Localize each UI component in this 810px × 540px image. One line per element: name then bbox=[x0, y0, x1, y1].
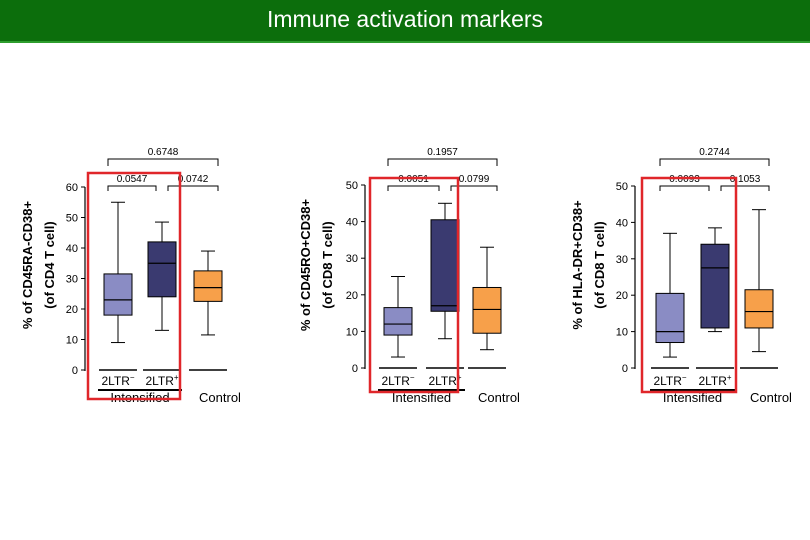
category-label: 2LTR+ bbox=[698, 373, 731, 388]
y-tick-label: 50 bbox=[346, 180, 358, 192]
group-label-control: Control bbox=[199, 390, 241, 405]
significance-bracket bbox=[659, 158, 770, 166]
y-tick-label: 50 bbox=[66, 213, 78, 225]
box-control bbox=[472, 246, 502, 351]
highlight-box bbox=[640, 176, 738, 394]
p-value-label: 0.6748 bbox=[148, 147, 179, 158]
y-axis-label: % of HLA-DR+CD38+ bbox=[570, 200, 585, 330]
y-axis-label-sub: (of CD8 T cell) bbox=[592, 221, 607, 308]
y-tick-label: 30 bbox=[616, 254, 628, 266]
chart-panel-cd8-hladr: 0 10 20 30 40 50 % of HLA-DR+CD38+ (of CD8 T ce… bbox=[560, 140, 810, 420]
chart-panel-cd4: 0 10 20 30 40 50 60 % of CD45RA-CD38+ (of CD4 T … bbox=[10, 140, 280, 420]
y-tick-label: 40 bbox=[616, 217, 628, 229]
category-label: 2LTR− bbox=[101, 373, 134, 388]
y-axis-label: % of CD45RA-CD38+ bbox=[20, 200, 35, 329]
box-iqr bbox=[383, 307, 413, 336]
box-intensified-2 bbox=[700, 227, 730, 333]
box-plot-svg: 0 10 20 30 40 50 % of CD45RO+CD38+ (of CD8 T ce… bbox=[298, 147, 520, 405]
y-tick-label: 30 bbox=[66, 274, 78, 286]
significance-bracket bbox=[720, 185, 770, 191]
chart-panel-cd8-cd45ro: 0 10 20 30 40 50 % of CD45RO+CD38+ (of CD8 T ce… bbox=[290, 140, 560, 420]
box-iqr bbox=[655, 292, 685, 344]
box-intensified-2 bbox=[430, 202, 460, 340]
category-label: 2LTR+ bbox=[145, 373, 178, 388]
box-plot-svg: 0 10 20 30 40 50 % of HLA-DR+CD38+ (of CD8 T ce… bbox=[570, 147, 792, 405]
box-iqr bbox=[472, 286, 502, 334]
p-value-label: 0.0093 bbox=[669, 174, 700, 185]
significance-bracket bbox=[387, 158, 498, 166]
y-tick-label: 20 bbox=[616, 290, 628, 302]
box-intensified-1 bbox=[103, 201, 133, 344]
box-intensified-1 bbox=[383, 276, 413, 358]
significance-bracket bbox=[659, 185, 710, 191]
group-label-intensified: Intensified bbox=[110, 390, 169, 405]
y-axis-label-sub: (of CD4 T cell) bbox=[42, 221, 57, 308]
box-iqr bbox=[147, 241, 177, 298]
box-intensified-1 bbox=[655, 232, 685, 358]
category-label: 2LTR− bbox=[381, 373, 414, 388]
box-iqr bbox=[103, 273, 133, 316]
y-tick-label: 30 bbox=[346, 253, 358, 265]
highlight-box bbox=[86, 171, 182, 401]
group-label-control: Control bbox=[750, 390, 792, 405]
y-tick-label: 10 bbox=[346, 326, 358, 338]
y-axis-label-sub: (of CD8 T cell) bbox=[320, 221, 335, 308]
p-value-label: 0.0051 bbox=[398, 174, 429, 185]
category-label: 2LTR− bbox=[653, 373, 686, 388]
group-label-intensified: Intensified bbox=[392, 390, 451, 405]
significance-bracket bbox=[107, 158, 219, 166]
y-tick-label: 20 bbox=[346, 290, 358, 302]
y-tick-label: 0 bbox=[72, 365, 78, 377]
p-value-label: 0.0547 bbox=[117, 174, 148, 185]
highlight-box bbox=[368, 176, 460, 394]
slide-title: Immune activation markers bbox=[266, 6, 544, 32]
significance-bracket bbox=[387, 185, 440, 191]
y-tick-label: 60 bbox=[66, 182, 78, 194]
p-value-label: 0.0742 bbox=[178, 174, 209, 185]
significance-bracket bbox=[167, 185, 219, 191]
y-tick-label: 50 bbox=[616, 181, 628, 193]
p-value-label: 0.0799 bbox=[459, 174, 490, 185]
box-control bbox=[744, 209, 774, 353]
significance-bracket bbox=[450, 185, 498, 191]
y-tick-label: 40 bbox=[66, 243, 78, 255]
p-value-label: 0.1957 bbox=[427, 147, 458, 158]
box-intensified-2 bbox=[147, 221, 177, 331]
box-control bbox=[193, 250, 223, 336]
box-iqr bbox=[193, 270, 223, 302]
p-value-label: 0.1053 bbox=[730, 174, 761, 185]
p-value-label: 0.2744 bbox=[699, 147, 730, 158]
y-tick-label: 10 bbox=[66, 335, 78, 347]
y-tick-label: 10 bbox=[616, 327, 628, 339]
box-iqr bbox=[430, 219, 460, 312]
box-iqr bbox=[700, 243, 730, 329]
group-label-intensified: Intensified bbox=[663, 390, 722, 405]
group-label-control: Control bbox=[478, 390, 520, 405]
title-bar: Immune activation markers bbox=[0, 0, 810, 43]
y-tick-label: 40 bbox=[346, 217, 358, 229]
y-axis-label: % of CD45RO+CD38+ bbox=[298, 198, 313, 331]
box-plot-svg: 0 10 20 30 40 50 60 % of CD45RA-CD38+ (of CD4 T … bbox=[20, 147, 241, 405]
y-tick-label: 0 bbox=[352, 363, 358, 375]
category-label: 2LTR+ bbox=[428, 373, 461, 388]
y-tick-label: 0 bbox=[622, 363, 628, 375]
box-iqr bbox=[744, 289, 774, 329]
y-tick-label: 20 bbox=[66, 304, 78, 316]
significance-bracket bbox=[107, 185, 157, 191]
